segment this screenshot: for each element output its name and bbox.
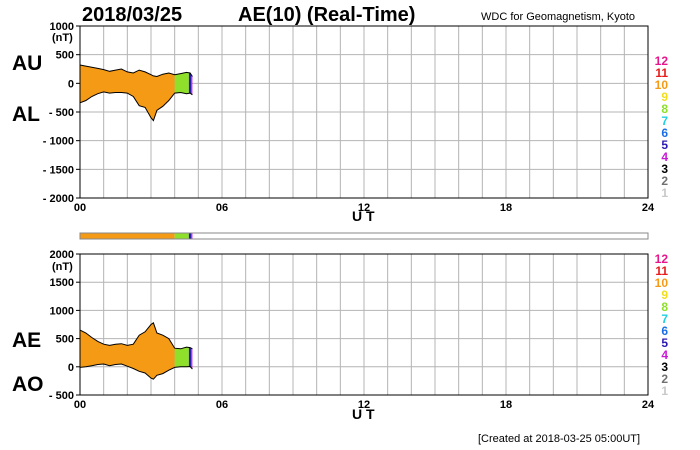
bottom-xtick-label: 18 [500, 399, 512, 411]
bottom-xaxis-label: U T [352, 406, 375, 422]
bottom-area-segment [188, 347, 192, 368]
legend-station-1: 1 [661, 384, 668, 398]
top-ytick-label: - 500 [49, 107, 74, 119]
top-xtick-label: 12 [358, 202, 370, 214]
legend-station-8: 8 [661, 300, 668, 314]
bottom-ytick-label: - 500 [49, 390, 74, 402]
legend-station-10: 10 [654, 78, 668, 92]
date-title: 2018/03/25 [82, 4, 183, 26]
top-area-segment [188, 72, 192, 94]
legend-station-8: 8 [661, 102, 668, 116]
top-area-segment [174, 72, 189, 94]
top-ytick-label: 1000 [50, 21, 74, 33]
al-label: AL [12, 103, 40, 126]
legend-station-6: 6 [661, 126, 668, 140]
top-xtick-label: 18 [500, 202, 512, 214]
top-ytick-label: - 1000 [43, 136, 74, 148]
legend-station-9: 9 [661, 288, 668, 302]
bottom-ytick-label: 500 [56, 334, 74, 346]
bottom-xtick-label: 00 [74, 399, 86, 411]
legend-station-7: 7 [661, 114, 668, 128]
legend-station-3: 3 [661, 162, 668, 176]
legend-station-5: 5 [661, 336, 668, 350]
bottom-xtick-label: 12 [358, 399, 370, 411]
bottom-plot [76, 253, 649, 396]
top-ytick-label: 500 [56, 50, 74, 62]
au-label: AU [12, 52, 43, 75]
legend-station-12: 12 [654, 54, 668, 68]
top-lower-line [79, 91, 193, 122]
top-unit-label: (nT) [52, 32, 73, 44]
top-xtick-label: 06 [216, 202, 228, 214]
legend-station-11: 11 [655, 66, 668, 80]
bottom-unit-label: (nT) [52, 261, 73, 273]
bottom-frame [79, 253, 649, 396]
legend-station-4: 4 [661, 348, 668, 362]
created-timestamp: [Created at 2018-03-25 05:00UT] [478, 433, 641, 445]
legend-station-3: 3 [661, 360, 668, 374]
top-xtick-label: 24 [642, 202, 655, 214]
legend-station-2: 2 [661, 174, 668, 188]
bottom-xtick-label: 24 [642, 399, 655, 411]
bottom-ytick-label: 1500 [50, 277, 74, 289]
legend-station-2: 2 [661, 372, 668, 386]
top-upper-line [79, 64, 193, 78]
ae-label: AE [12, 329, 42, 352]
station-bar-segment [188, 233, 192, 239]
top-xtick-label: 00 [74, 202, 86, 214]
bottom-area-segment [174, 347, 189, 368]
legend-station-7: 7 [661, 312, 668, 326]
bottom-area-segment [191, 348, 193, 370]
legend-station-4: 4 [661, 150, 668, 164]
legend-station-5: 5 [661, 138, 668, 152]
bottom-ytick-label: 0 [68, 362, 74, 374]
bottom-lower-line [79, 363, 193, 380]
top-ytick-label: 0 [68, 78, 74, 90]
bottom-upper-line [79, 322, 193, 350]
legend-station-1: 1 [661, 186, 668, 200]
top-xaxis-label: U T [352, 208, 375, 224]
legend-station-10: 10 [654, 276, 668, 290]
bottom-area-segment [80, 322, 175, 380]
bottom-ytick-label: 2000 [50, 249, 74, 261]
station-bar-frame [79, 232, 649, 240]
top-ytick-label: - 2000 [43, 193, 74, 205]
legend-station-12: 12 [654, 252, 668, 266]
bottom-xtick-label: 06 [216, 399, 228, 411]
station-bar [79, 232, 649, 240]
ao-label: AO [12, 373, 44, 396]
station-bar-segment [191, 233, 193, 239]
top-area-segment [191, 74, 193, 95]
bottom-ytick-label: 1000 [50, 305, 74, 317]
chart-title: AE(10) (Real-Time) [238, 4, 416, 26]
station-bar-segment [174, 233, 189, 239]
station-bar-segment [80, 233, 175, 239]
legend-station-9: 9 [661, 90, 668, 104]
top-plot [76, 25, 649, 199]
legend-station-11: 11 [655, 264, 668, 278]
legend-station-6: 6 [661, 324, 668, 338]
top-ytick-label: - 1500 [43, 164, 74, 176]
source-label: WDC for Geomagnetism, Kyoto [481, 11, 636, 23]
